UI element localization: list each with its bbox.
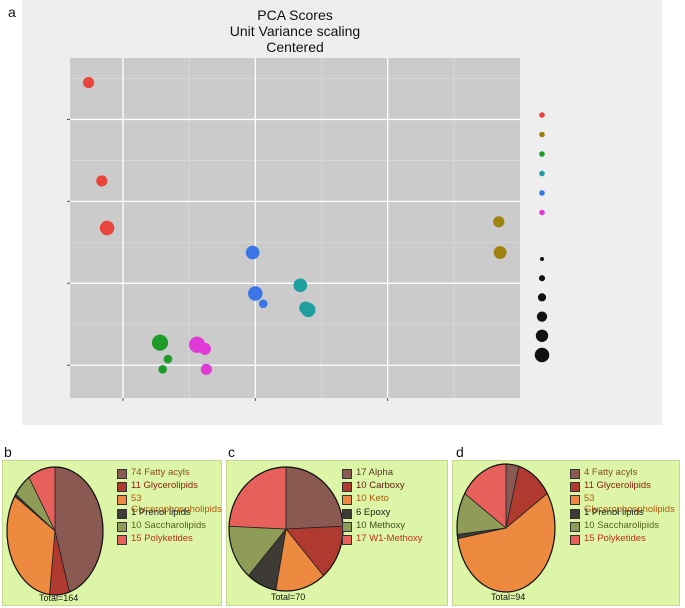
legend-label: 6 Epoxy [356, 506, 391, 518]
legend-size-key [540, 257, 544, 261]
legend-label: 1 Prenol lipids [131, 506, 191, 518]
legend-class-key [539, 131, 545, 138]
legend-label: 10 Carboxy [356, 480, 405, 492]
legend-label: 11 Glycerolipids [584, 480, 651, 492]
legend-swatch [570, 521, 580, 532]
legend-label: 1 Prenol lipids [584, 506, 644, 518]
panel-label-c: c [228, 444, 235, 460]
pie-total-label: Total=70 [271, 592, 306, 602]
pie-chart-b [6, 466, 104, 596]
legend-class-key [539, 209, 545, 216]
pie-panel-b: 74 Fatty acyls 11 Glycerolipids 53 Glycero… [2, 460, 222, 606]
legend-label: 10 Methoxy [356, 519, 406, 531]
panel-label-b: b [4, 444, 12, 460]
legend-size-key [538, 275, 546, 282]
pie-slice-c-5 [228, 466, 287, 530]
data-point-DORMANT_BR3_2015-09-25 [493, 216, 505, 228]
legend-size-key [535, 329, 549, 342]
data-point-R72_BR3_2015-09-26 [200, 363, 212, 375]
legend-label: 17 W1-Methoxy [356, 533, 423, 544]
data-point-R72_BR3_2015-09-26 [199, 342, 211, 355]
pie-panel-d: 4 Fatty acyls 11 Glycerolipids 53 Glycerop… [452, 460, 680, 606]
pie-chart-d [456, 463, 556, 593]
legend-label: 11 Glycerolipids [131, 480, 198, 492]
data-point-R24_BR3_2015-09-25 [300, 302, 316, 318]
legend-swatch [342, 535, 352, 545]
legend-size-key [534, 347, 550, 363]
legend-label: 53 Glycerophospholipids [131, 493, 222, 516]
data-point-R144_BR3_2015-09-27 [163, 354, 173, 364]
legend-swatch [342, 469, 352, 479]
legend-swatch [117, 535, 127, 545]
data-point-R144_BR3_2015-09-27 [158, 365, 167, 374]
pie-slice-c-0 [285, 466, 344, 530]
legend-label: 10 Saccharolipids [584, 519, 659, 531]
legend-size-key [536, 311, 548, 322]
legend-label: 17 Alpha [356, 467, 393, 478]
legend-label: 15 Polyketides [584, 533, 646, 544]
legend-class-key [539, 170, 545, 177]
data-point-CNTRL_BR3_2015-09-24 [96, 175, 108, 187]
pie-panel-c: 17 Alpha 10 Carboxy 10 Keto 6 Epoxy 10 Metho… [226, 460, 448, 606]
pca-subtitle-1: Unit Variance scaling [229, 23, 361, 39]
pie-total-label: Total=164 [39, 593, 79, 603]
legend-class-key [539, 112, 545, 118]
legend-swatch [117, 521, 127, 532]
data-point-CNTRL_BR3_2015-09-24 [99, 220, 115, 236]
legend-swatch [570, 482, 580, 493]
legend-label: 10 Saccharolipids [131, 519, 206, 531]
legend-swatch [570, 508, 580, 519]
legend-swatch [570, 535, 580, 545]
legend-label: 15 Polyketides [131, 533, 193, 544]
legend-swatch [342, 521, 352, 532]
pca-title: PCA Scores [257, 7, 333, 23]
legend-swatch [570, 469, 580, 479]
pca-scatter-chart [67, 58, 550, 401]
data-point-DORMANT_BR3_2015-09-25 [493, 246, 507, 259]
pca-subtitle-2: Centered [266, 39, 324, 55]
pie-total-label: Total=94 [491, 592, 526, 602]
legend-label: 74 Fatty acyls [131, 467, 190, 478]
panel-label-d: d [456, 444, 464, 460]
data-point-R144_BR3_2015-09-27 [151, 334, 169, 351]
legend-swatch [117, 482, 127, 493]
pie-outline [456, 463, 556, 593]
legend-swatch [117, 495, 127, 506]
legend-swatch [117, 508, 127, 519]
legend-label: 4 Fatty acyls [584, 467, 638, 478]
pie-outline [6, 466, 104, 596]
legend-class-key [539, 190, 545, 196]
data-point-CNTRL_BR3_2015-09-24 [82, 77, 95, 89]
data-point-R24_BR3_2015-09-25 [293, 278, 308, 293]
legend-swatch [570, 495, 580, 506]
legend-swatch [342, 508, 352, 519]
legend-swatch [342, 482, 352, 493]
plot-area [70, 58, 520, 398]
pie-chart-c [228, 466, 344, 592]
legend-swatch [117, 469, 127, 479]
data-point-R48_BR3_2015-09-25 [258, 299, 268, 309]
data-point-R48_BR3_2015-09-25 [245, 245, 260, 260]
panel-label-a: a [8, 4, 16, 20]
legend-label: 53 Glycerophospholipids [584, 493, 675, 516]
legend-class-key [539, 151, 545, 157]
data-point-R48_BR3_2015-09-25 [248, 286, 263, 301]
legend-size-key [537, 293, 547, 302]
legend-label: 10 Keto [356, 493, 389, 505]
legend-swatch [342, 495, 352, 506]
